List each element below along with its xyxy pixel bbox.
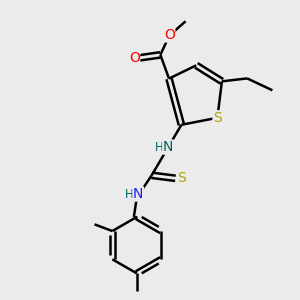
Text: S: S — [213, 111, 222, 125]
Text: N: N — [133, 187, 143, 201]
Text: S: S — [178, 171, 186, 185]
Text: N: N — [163, 140, 173, 154]
Text: H: H — [155, 141, 164, 154]
Text: H: H — [124, 188, 133, 200]
Text: O: O — [164, 28, 175, 42]
Text: O: O — [129, 51, 140, 65]
